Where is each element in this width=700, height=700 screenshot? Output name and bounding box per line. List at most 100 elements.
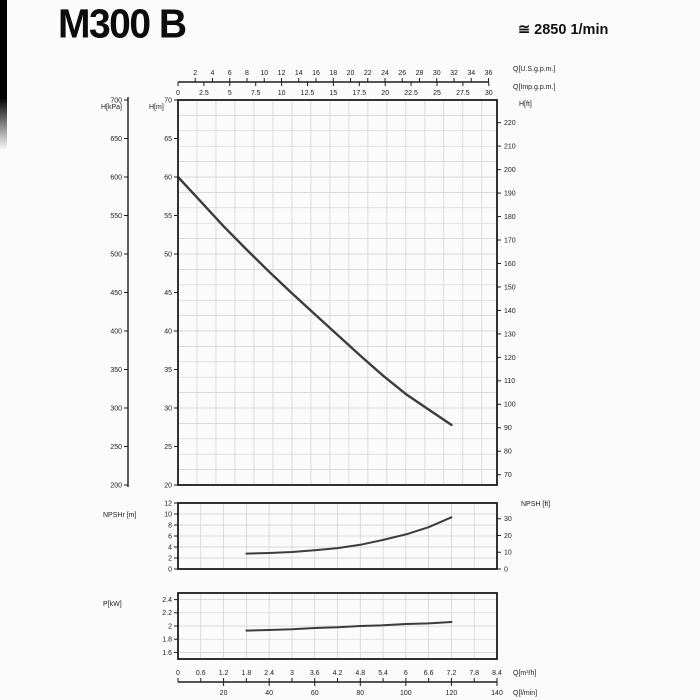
svg-text:8.4: 8.4 — [492, 670, 502, 677]
head-curve — [176, 175, 453, 427]
svg-text:8: 8 — [168, 522, 172, 529]
svg-text:0.6: 0.6 — [196, 670, 206, 677]
svg-text:20: 20 — [347, 70, 355, 77]
svg-text:2.2: 2.2 — [162, 610, 172, 617]
svg-text:27.5: 27.5 — [456, 90, 470, 97]
svg-text:650: 650 — [110, 136, 122, 143]
svg-text:110: 110 — [504, 378, 515, 385]
svg-text:NPSHr [m]: NPSHr [m] — [103, 512, 137, 519]
svg-text:7.5: 7.5 — [251, 90, 261, 97]
svg-text:50: 50 — [164, 251, 172, 258]
svg-text:6.6: 6.6 — [424, 670, 434, 677]
svg-text:80: 80 — [356, 690, 364, 697]
svg-text:120: 120 — [446, 690, 458, 697]
svg-text:2: 2 — [168, 623, 172, 630]
svg-text:2: 2 — [168, 555, 172, 562]
svg-text:5: 5 — [228, 90, 232, 97]
main-chart-grid — [178, 100, 497, 485]
svg-text:45: 45 — [164, 290, 172, 297]
pump-model-title: M300 B — [58, 2, 187, 47]
svg-text:150: 150 — [504, 284, 516, 291]
svg-text:40: 40 — [265, 690, 273, 697]
axis-name-labels: Q[U.S.g.p.m.] Q[Imp.g.p.m.] H[ft] H[kPa] H[m… — [101, 66, 555, 697]
svg-text:180: 180 — [504, 214, 516, 221]
svg-text:H[m]: H[m] — [149, 104, 164, 111]
svg-text:80: 80 — [504, 449, 512, 456]
power-kw-axis: 2.4 2.2 2 1.8 1.6 — [162, 597, 178, 657]
pump-speed-label: ≅ 2850 1/min — [518, 22, 609, 38]
svg-text:100: 100 — [400, 690, 412, 697]
svg-text:2.5: 2.5 — [199, 90, 209, 97]
svg-text:2: 2 — [193, 70, 197, 77]
svg-text:28: 28 — [416, 70, 424, 77]
svg-text:16: 16 — [312, 70, 320, 77]
svg-text:18: 18 — [329, 70, 337, 77]
svg-text:0: 0 — [176, 90, 180, 97]
svg-text:30: 30 — [164, 405, 172, 412]
svg-text:2.4: 2.4 — [162, 597, 172, 604]
svg-text:3.6: 3.6 — [310, 670, 320, 677]
svg-text:6: 6 — [404, 670, 408, 677]
svg-text:35: 35 — [164, 367, 172, 374]
svg-text:12: 12 — [164, 500, 172, 507]
svg-text:34: 34 — [467, 70, 475, 77]
svg-text:4: 4 — [211, 70, 215, 77]
svg-text:3: 3 — [290, 670, 294, 677]
svg-text:10: 10 — [260, 70, 268, 77]
svg-text:160: 160 — [504, 261, 516, 268]
svg-text:6: 6 — [228, 70, 232, 77]
svg-text:210: 210 — [504, 144, 516, 151]
svg-text:10: 10 — [504, 550, 512, 557]
svg-text:200: 200 — [110, 482, 122, 489]
svg-text:P[kW]: P[kW] — [103, 601, 122, 608]
main-chart-frame — [177, 99, 498, 486]
svg-text:Q[U.S.g.p.m.]: Q[U.S.g.p.m.] — [513, 66, 555, 73]
svg-text:1.8: 1.8 — [162, 637, 172, 644]
svg-text:NPSH [ft]: NPSH [ft] — [521, 501, 550, 508]
svg-text:450: 450 — [110, 290, 122, 297]
svg-text:22: 22 — [364, 70, 372, 77]
svg-text:140: 140 — [491, 690, 503, 697]
svg-text:220: 220 — [504, 120, 516, 127]
svg-text:600: 600 — [110, 174, 122, 181]
svg-text:0: 0 — [504, 566, 508, 573]
head-m-axis: 70 65 60 55 50 45 40 35 30 25 20 — [164, 97, 178, 489]
svg-text:120: 120 — [504, 355, 516, 362]
svg-text:400: 400 — [110, 328, 122, 335]
scan-edge-artifact — [0, 0, 7, 150]
svg-text:32: 32 — [450, 70, 458, 77]
svg-text:17.5: 17.5 — [352, 90, 366, 97]
svg-text:190: 190 — [504, 190, 516, 197]
svg-text:H[kPa]: H[kPa] — [101, 104, 122, 111]
svg-text:30: 30 — [433, 70, 441, 77]
svg-text:40: 40 — [164, 328, 172, 335]
svg-text:12.5: 12.5 — [301, 90, 315, 97]
svg-text:8: 8 — [245, 70, 249, 77]
svg-text:500: 500 — [110, 251, 122, 258]
svg-text:200: 200 — [504, 167, 516, 174]
power-chart-grid — [178, 593, 497, 659]
svg-text:130: 130 — [504, 331, 516, 338]
svg-text:6: 6 — [168, 533, 172, 540]
svg-text:20: 20 — [381, 90, 389, 97]
svg-text:10: 10 — [164, 511, 172, 518]
svg-text:4.2: 4.2 — [333, 670, 343, 677]
svg-text:20: 20 — [164, 482, 172, 489]
svg-text:36: 36 — [485, 70, 493, 77]
power-curve — [245, 621, 453, 632]
svg-text:1.8: 1.8 — [241, 670, 251, 677]
head-ft-axis: 220 210 200 190 180 170 160 150 140 130 120 110 100 9… — [497, 120, 516, 479]
svg-text:24: 24 — [381, 70, 389, 77]
npsh-m-axis: 12 10 8 6 4 2 0 — [164, 500, 178, 573]
svg-text:70: 70 — [504, 472, 512, 479]
svg-text:55: 55 — [164, 213, 172, 220]
svg-text:70: 70 — [164, 97, 172, 104]
svg-text:4.8: 4.8 — [355, 670, 365, 677]
svg-text:30: 30 — [485, 90, 493, 97]
svg-text:0: 0 — [168, 566, 172, 573]
svg-text:25: 25 — [164, 444, 172, 451]
svg-text:Q[Imp.g.p.m.]: Q[Imp.g.p.m.] — [513, 84, 555, 91]
top-flow-axis: 2 4 6 8 10 12 14 16 18 20 22 24 26 28 30 32 34 360 2.5 5 7.5… — [176, 70, 493, 97]
svg-text:60: 60 — [164, 174, 172, 181]
npsh-ft-axis: 30 20 10 0 — [497, 516, 512, 573]
